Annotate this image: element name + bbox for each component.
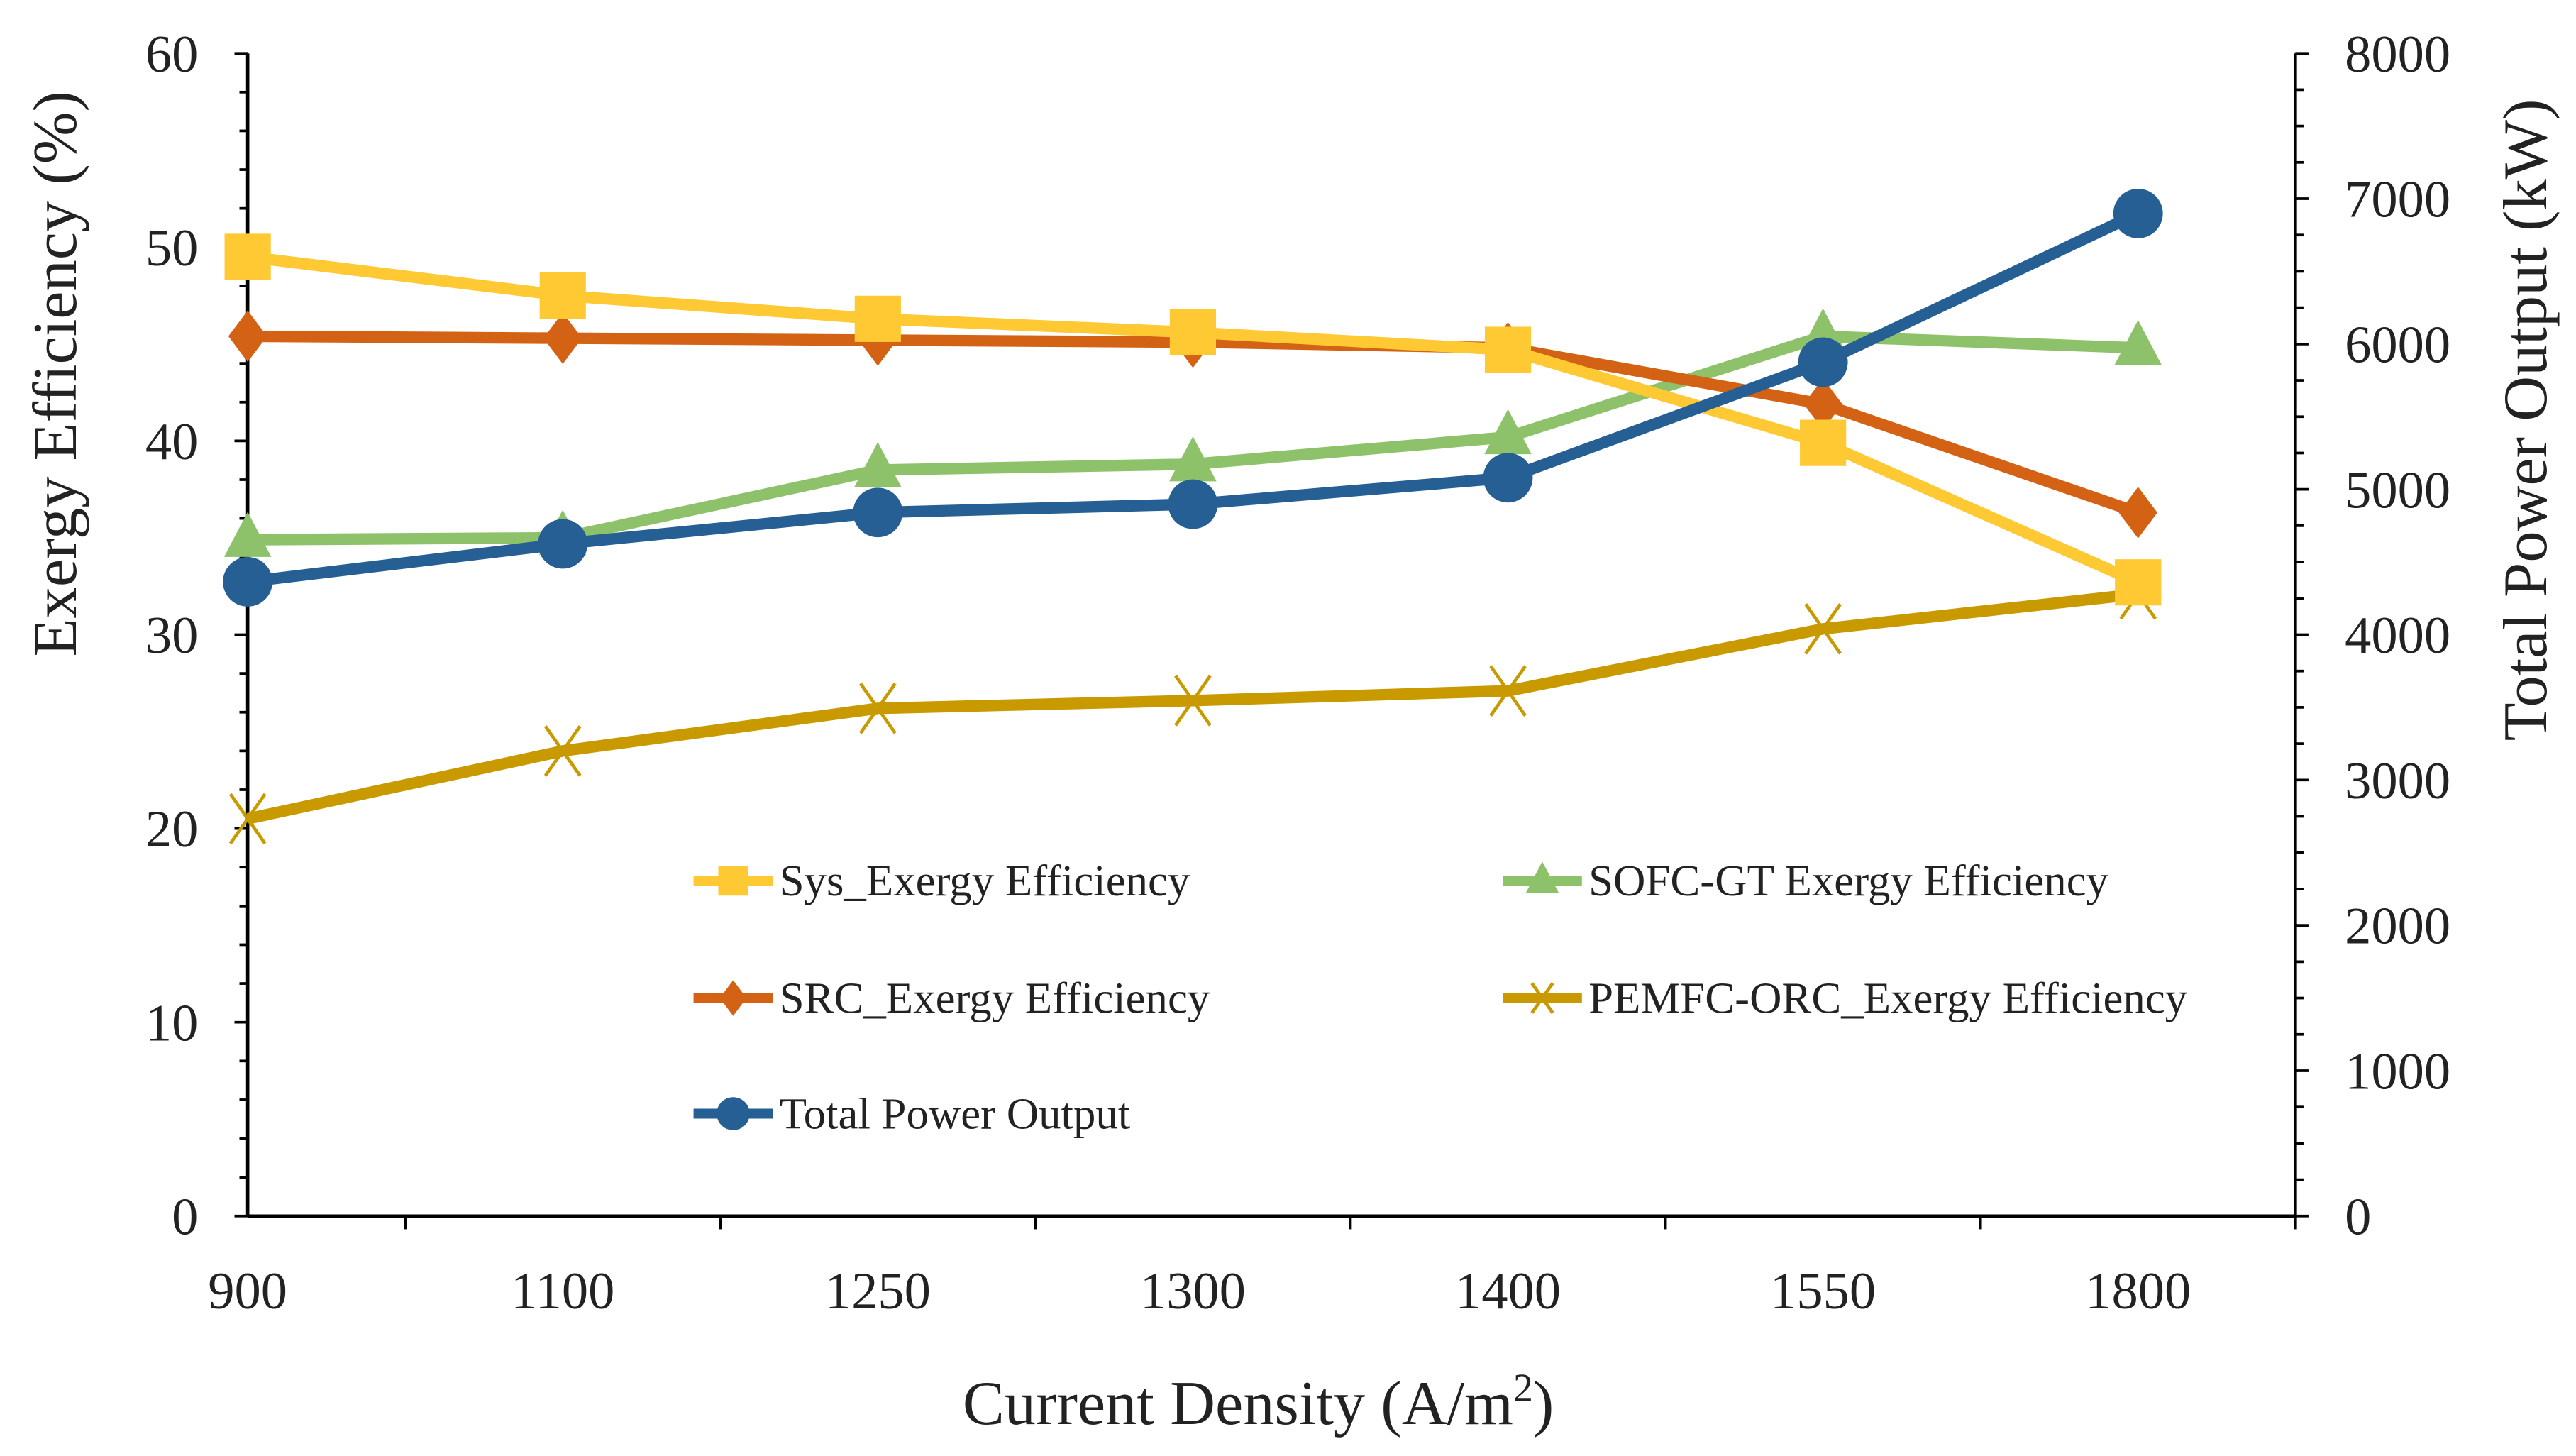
legend-entry: Sys_Exergy Efficiency xyxy=(693,856,1190,905)
y2-tick-label: 1000 xyxy=(2345,1043,2450,1101)
data-point xyxy=(223,512,272,557)
data-point xyxy=(1804,603,1842,655)
x-tick-label: 1250 xyxy=(825,1262,931,1320)
data-point xyxy=(1168,479,1218,529)
data-point xyxy=(1800,419,1847,466)
legend-label: PEMFC-ORC_Exergy Efficiency xyxy=(1588,974,2188,1023)
y2-tick-label: 2000 xyxy=(2345,898,2450,956)
series-layer xyxy=(223,188,2163,845)
legend-marker xyxy=(717,1097,750,1130)
data-point xyxy=(853,487,903,538)
y-tick-label: 40 xyxy=(145,413,198,471)
data-point xyxy=(228,310,267,363)
x-axis-title: Current Density (A/m2) xyxy=(963,1366,1554,1438)
x-tick-label: 1400 xyxy=(1455,1262,1561,1320)
y2-axis-title: Total Power Output (kW) xyxy=(2491,99,2560,741)
data-point xyxy=(1169,436,1217,482)
data-point xyxy=(1484,326,1532,373)
data-point xyxy=(2113,188,2163,238)
y2-tick-label: 8000 xyxy=(2345,26,2450,84)
data-point xyxy=(2115,559,2162,606)
series-sys-exergy-efficiency xyxy=(224,233,2162,606)
legend-entry: PEMFC-ORC_Exergy Efficiency xyxy=(1503,974,2188,1023)
legend: Sys_Exergy Efficiency SOFC-GT Exergy Effi… xyxy=(693,856,2188,1138)
legend-marker xyxy=(1525,861,1559,893)
y2-tick-label: 3000 xyxy=(2345,752,2450,810)
y2-tick-label: 7000 xyxy=(2345,171,2450,229)
x-tick-label: 1550 xyxy=(1770,1262,1876,1320)
x-tick-label: 900 xyxy=(208,1262,287,1320)
legend-label: SRC_Exergy Efficiency xyxy=(780,974,1210,1023)
y2-tick-label: 5000 xyxy=(2345,461,2450,519)
legend-marker xyxy=(718,866,748,896)
series-total-power-output xyxy=(223,188,2163,607)
y2-tick-label: 6000 xyxy=(2345,316,2450,374)
legend-label: SOFC-GT Exergy Efficiency xyxy=(1588,856,2108,905)
data-point xyxy=(2114,319,2162,365)
x-tick-label: 1800 xyxy=(2085,1262,2191,1320)
legend-marker xyxy=(719,980,747,1016)
data-point xyxy=(538,519,588,569)
series-line xyxy=(246,588,2139,824)
y-tick-label: 30 xyxy=(145,607,198,665)
axes: 0 10 20 30 40 50 60 0 1000 2000 3000 4000 5000 6000 70… xyxy=(145,26,2450,1320)
data-point xyxy=(1798,337,1848,387)
data-point xyxy=(2118,487,2157,539)
data-point xyxy=(543,725,582,777)
data-point xyxy=(539,272,586,319)
legend-label: Total Power Output xyxy=(780,1088,1131,1138)
legend-marker xyxy=(1530,982,1554,1014)
data-point xyxy=(543,312,582,364)
y-tick-label: 50 xyxy=(145,219,198,277)
data-point xyxy=(854,295,901,342)
data-point xyxy=(1484,409,1532,455)
y-tick-label: 10 xyxy=(145,994,198,1052)
y-axis-title: Exergy Efficiency (%) xyxy=(21,91,90,656)
legend-entry: SOFC-GT Exergy Efficiency xyxy=(1503,856,2109,905)
data-point xyxy=(1483,453,1533,503)
data-point xyxy=(1803,378,1842,430)
legend-entry: SRC_Exergy Efficiency xyxy=(693,974,1210,1023)
data-point xyxy=(1169,309,1217,356)
x-tick-label: 1300 xyxy=(1140,1262,1246,1320)
legend-label: Sys_Exergy Efficiency xyxy=(780,856,1190,905)
legend-entry: Total Power Output xyxy=(693,1088,1131,1138)
data-point xyxy=(1174,675,1212,727)
y2-tick-label: 0 xyxy=(2345,1188,2371,1246)
y2-tick-label: 4000 xyxy=(2345,607,2450,665)
y-tick-label: 60 xyxy=(145,26,198,84)
data-point xyxy=(224,233,271,280)
data-point xyxy=(228,793,267,845)
data-point xyxy=(223,557,273,607)
y-tick-label: 20 xyxy=(145,800,198,859)
data-point xyxy=(1489,665,1527,717)
data-point xyxy=(854,442,902,487)
series-pemfc-orc-exergy-efficiency xyxy=(228,568,2157,845)
data-point xyxy=(858,683,897,734)
x-tick-label: 1100 xyxy=(511,1262,614,1320)
y-tick-label: 0 xyxy=(172,1188,198,1246)
